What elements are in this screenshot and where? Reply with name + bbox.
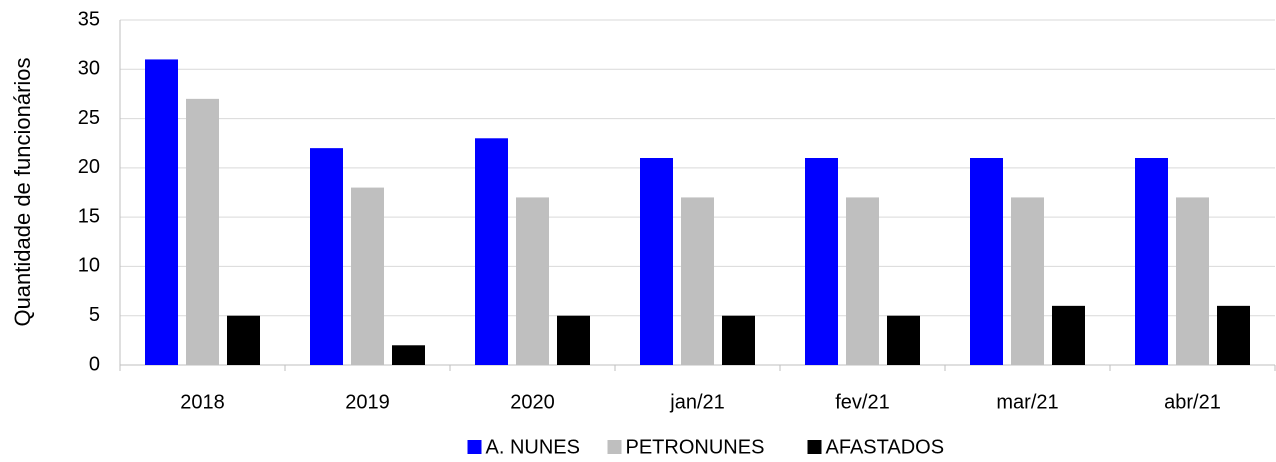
- bar: [846, 197, 879, 365]
- bar: [887, 315, 920, 365]
- bar: [475, 138, 508, 365]
- bar: [805, 158, 838, 365]
- x-tick-label: jan/21: [669, 391, 725, 413]
- y-tick-label: 5: [89, 304, 100, 326]
- bar: [1176, 197, 1209, 365]
- bar: [145, 59, 178, 366]
- bar: [310, 148, 343, 365]
- legend-label: A. NUNES: [486, 436, 580, 458]
- x-tick-label: 2020: [510, 391, 555, 413]
- legend-label: PETRONUNES: [626, 436, 765, 458]
- legend-label: AFASTADOS: [826, 436, 945, 458]
- y-tick-label: 0: [89, 353, 100, 375]
- x-tick-label: fev/21: [835, 391, 889, 413]
- bar: [516, 197, 549, 365]
- bar: [1011, 197, 1044, 365]
- y-tick-label: 15: [78, 205, 100, 227]
- legend-swatch: [607, 440, 622, 454]
- bar: [1135, 158, 1168, 365]
- bar: [1052, 305, 1085, 365]
- bar: [640, 158, 673, 365]
- y-tick-label: 25: [78, 107, 100, 129]
- y-tick-label: 20: [78, 156, 100, 178]
- bar: [970, 158, 1003, 365]
- x-tick-label: 2019: [345, 391, 390, 413]
- bar: [392, 345, 425, 365]
- x-tick-label: abr/21: [1164, 391, 1221, 413]
- y-tick-label: 30: [78, 58, 100, 80]
- bar: [681, 197, 714, 365]
- bar: [1217, 305, 1250, 365]
- bar: [722, 315, 755, 365]
- y-axis-label: Quantidade de funcionários: [10, 57, 35, 326]
- bar: [557, 315, 590, 365]
- legend-swatch: [807, 440, 822, 454]
- bar: [351, 187, 384, 365]
- x-tick-label: mar/21: [996, 391, 1058, 413]
- bar: [186, 98, 219, 365]
- y-tick-label: 10: [78, 255, 100, 277]
- bar: [227, 315, 260, 365]
- x-tick-label: 2018: [180, 391, 225, 413]
- legend-swatch: [467, 440, 482, 454]
- y-tick-label: 35: [78, 8, 100, 30]
